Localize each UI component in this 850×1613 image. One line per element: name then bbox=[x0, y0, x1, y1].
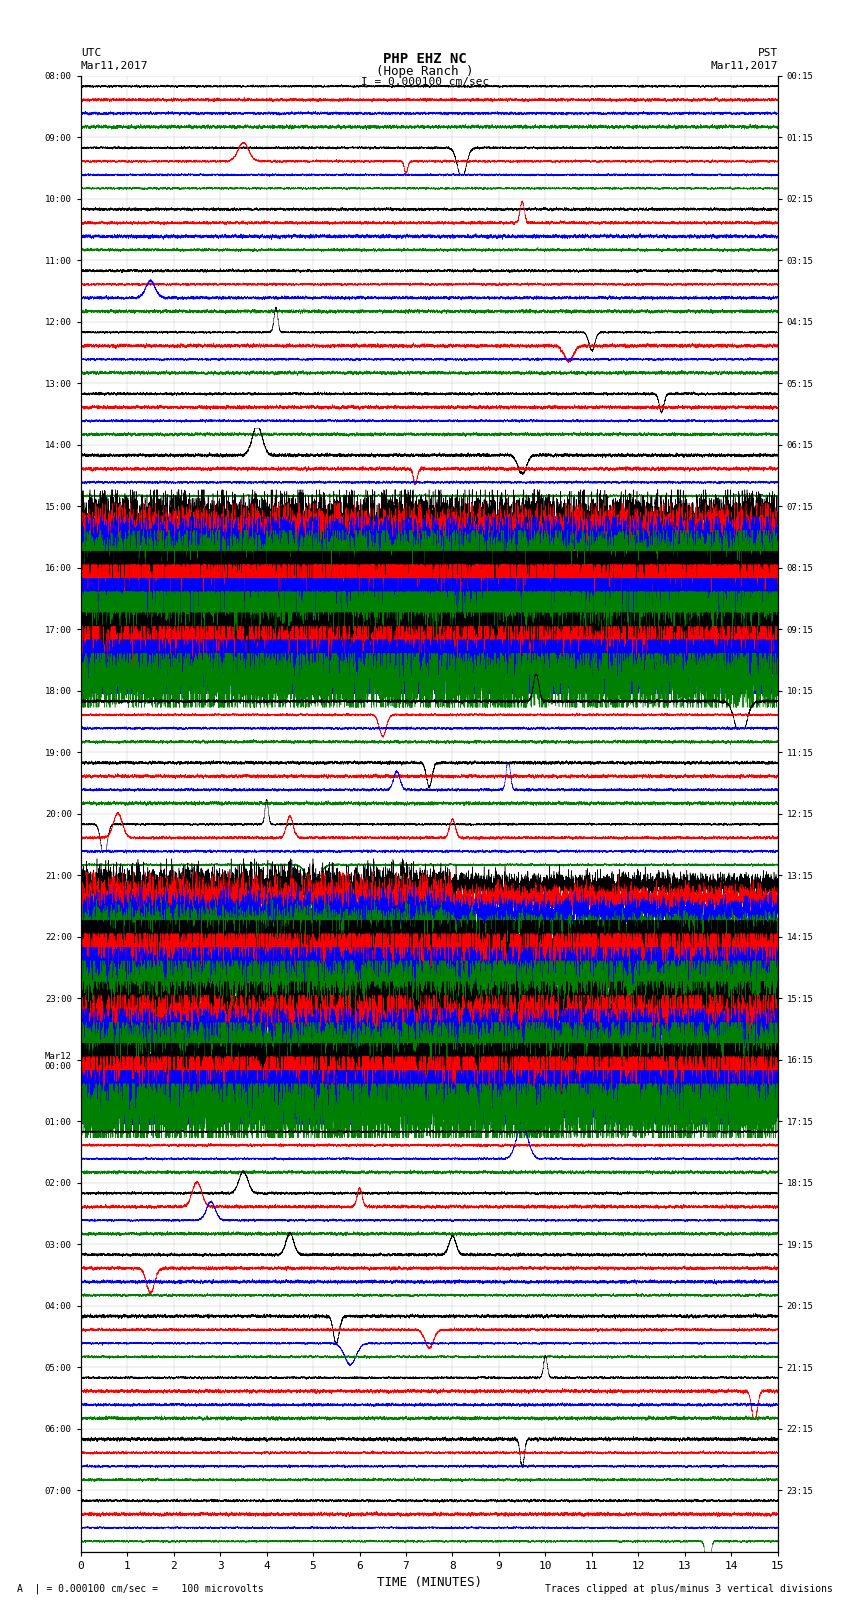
Text: I = 0.000100 cm/sec: I = 0.000100 cm/sec bbox=[361, 77, 489, 87]
Text: UTC: UTC bbox=[81, 48, 101, 58]
Text: Mar11,2017: Mar11,2017 bbox=[81, 61, 148, 71]
Text: (Hope Ranch ): (Hope Ranch ) bbox=[377, 65, 473, 77]
Text: Traces clipped at plus/minus 3 vertical divisions: Traces clipped at plus/minus 3 vertical … bbox=[545, 1584, 833, 1594]
Text: PST: PST bbox=[757, 48, 778, 58]
Text: A  | = 0.000100 cm/sec =    100 microvolts: A | = 0.000100 cm/sec = 100 microvolts bbox=[17, 1582, 264, 1594]
X-axis label: TIME (MINUTES): TIME (MINUTES) bbox=[377, 1576, 482, 1589]
Text: Mar11,2017: Mar11,2017 bbox=[711, 61, 778, 71]
Text: PHP EHZ NC: PHP EHZ NC bbox=[383, 52, 467, 66]
